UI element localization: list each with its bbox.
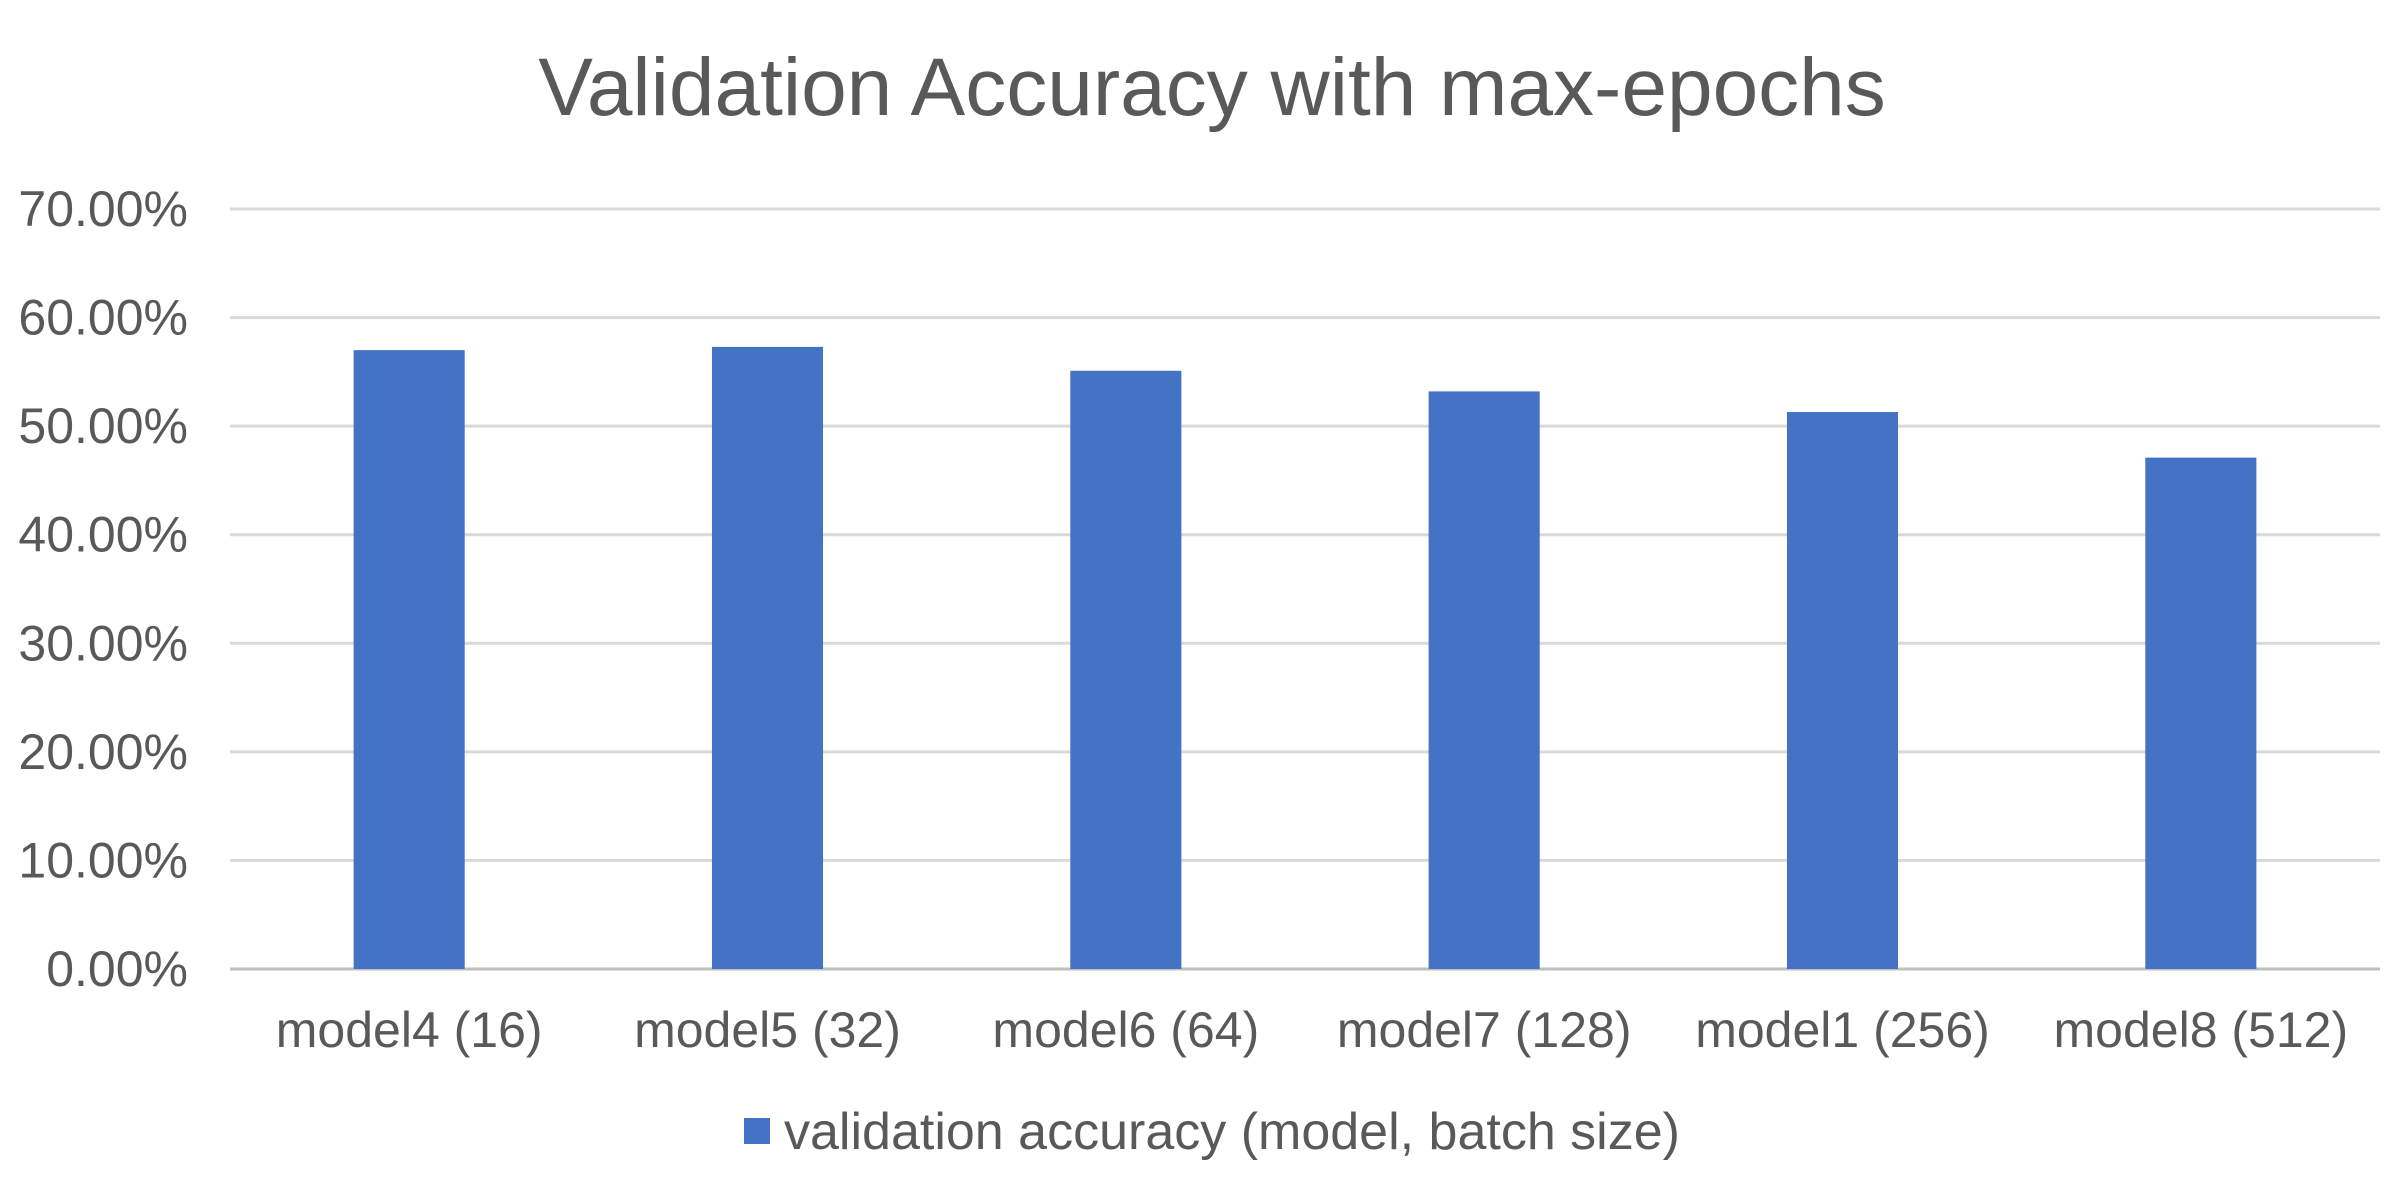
x-tick-label: model8 (512) — [2054, 1002, 2349, 1058]
gridlines — [230, 207, 2380, 971]
legend-swatch — [744, 1118, 771, 1144]
x-tick-label: model1 (256) — [1695, 1002, 1990, 1058]
y-tick-label: 30.00% — [18, 615, 188, 671]
x-tick-label: model6 (64) — [992, 1002, 1259, 1058]
y-tick-label: 60.00% — [18, 290, 188, 346]
y-tick-label: 10.00% — [18, 832, 188, 888]
x-tick-label: model5 (32) — [634, 1002, 901, 1058]
x-tick-label: model4 (16) — [276, 1002, 543, 1058]
legend: validation accuracy (model, batch size) — [744, 1103, 1680, 1161]
legend-label: validation accuracy (model, batch size) — [784, 1103, 1680, 1161]
bar — [353, 350, 465, 970]
y-tick-label: 70.00% — [18, 181, 188, 237]
y-tick-label: 40.00% — [18, 507, 188, 563]
y-axis-tick-labels: 0.00% 10.00% 20.00% 30.00% 40.00% 50.00% 60.00… — [18, 181, 188, 997]
bar — [2145, 457, 2257, 969]
x-tick-label: model7 (128) — [1337, 1002, 1632, 1058]
chart-title: Validation Accuracy with max-epochs — [538, 42, 1886, 133]
y-tick-label: 50.00% — [18, 398, 188, 454]
bars — [353, 346, 2257, 970]
bar — [1070, 370, 1182, 969]
x-axis-tick-labels: model4 (16) model5 (32) model6 (64) model7 … — [276, 1002, 2348, 1058]
y-tick-label: 20.00% — [18, 724, 188, 780]
bar — [1786, 412, 1899, 969]
bar — [711, 346, 824, 969]
y-tick-label: 0.00% — [46, 941, 188, 997]
bar — [1428, 391, 1540, 969]
